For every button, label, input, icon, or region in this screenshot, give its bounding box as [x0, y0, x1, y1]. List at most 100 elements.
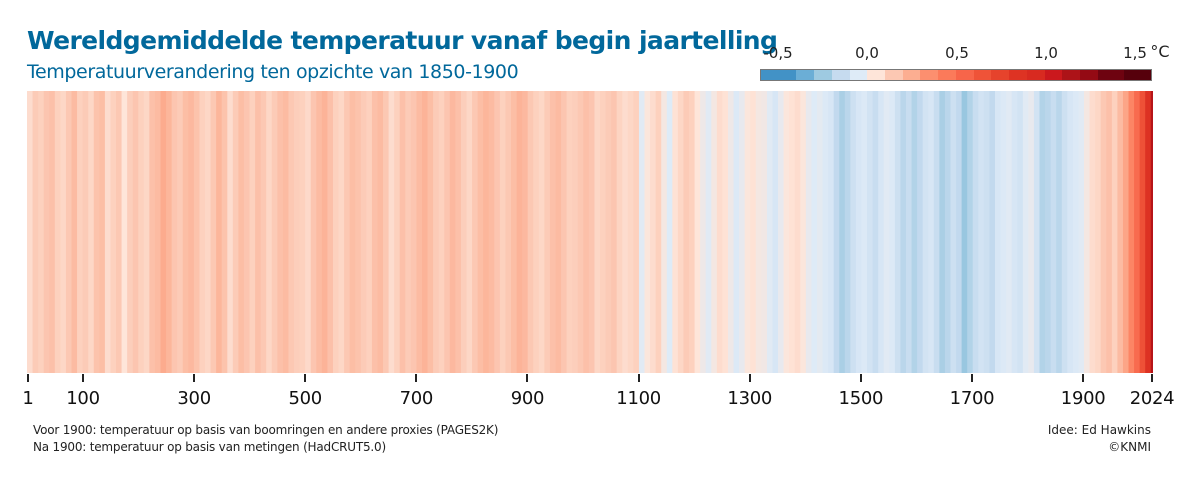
stripe [683, 91, 690, 373]
stripe [549, 91, 556, 373]
stripe [839, 91, 846, 373]
stripe [689, 91, 695, 373]
stripe [855, 91, 862, 373]
legend-label: 1,0 [1034, 44, 1058, 62]
stripe [104, 91, 111, 373]
stripe [255, 91, 262, 373]
stripe [205, 91, 211, 373]
legend-label: 0,0 [855, 44, 879, 62]
stripe [705, 91, 712, 373]
credit-idea: Idee: Ed Hawkins [1047, 423, 1151, 437]
stripe [711, 91, 718, 373]
stripe [455, 91, 462, 373]
stripe [132, 91, 139, 373]
stripe [555, 91, 562, 373]
stripe [1106, 91, 1113, 373]
stripe [472, 91, 479, 373]
stripe [616, 91, 623, 373]
stripe [38, 91, 45, 373]
stripe [1134, 91, 1141, 373]
stripe [605, 91, 612, 373]
stripe [989, 91, 996, 373]
stripe [449, 91, 456, 373]
axis-tick [526, 374, 529, 382]
stripe [71, 91, 78, 373]
credit-knmi: ©KNMI [1108, 440, 1151, 454]
legend-color-bar [760, 69, 1152, 81]
axis-tick [859, 374, 862, 382]
axis-tick-label: 1500 [838, 388, 884, 409]
legend-swatch [973, 70, 992, 80]
stripe [800, 91, 807, 373]
stripe [722, 91, 729, 373]
stripe [82, 91, 89, 373]
stripe [93, 91, 100, 373]
stripe [983, 91, 990, 373]
stripe [327, 91, 334, 373]
stripe [727, 91, 734, 373]
stripe [282, 91, 289, 373]
stripe [416, 91, 423, 373]
stripe [522, 91, 529, 373]
stripe [533, 91, 540, 373]
stripe [805, 91, 812, 373]
stripe [650, 91, 657, 373]
stripe [816, 91, 823, 373]
stripe [972, 91, 979, 373]
stripe [316, 91, 323, 373]
stripe [811, 91, 818, 373]
stripe [961, 91, 968, 373]
stripe [438, 91, 445, 373]
legend-swatch [796, 70, 815, 80]
stripe [1000, 91, 1007, 373]
stripe [1033, 91, 1040, 373]
stripe [1089, 91, 1096, 373]
stripe [1039, 91, 1046, 373]
legend-swatch [814, 70, 832, 80]
stripe [405, 91, 412, 373]
stripe [355, 91, 362, 373]
axis-tick [193, 374, 196, 382]
stripe [433, 91, 440, 373]
source-note-pre-1900: Voor 1900: temperatuur op basis van boom… [33, 423, 499, 437]
legend-swatch [1009, 70, 1027, 80]
stripe [410, 91, 417, 373]
stripe [755, 91, 762, 373]
stripe [789, 91, 796, 373]
stripe [744, 91, 751, 373]
axis-tick-label: 1900 [1060, 388, 1106, 409]
stripe [750, 91, 757, 373]
stripe [483, 91, 490, 373]
stripe [1045, 91, 1052, 373]
legend-swatch [1124, 70, 1151, 80]
stripe [572, 91, 579, 373]
stripe [1095, 91, 1102, 373]
stripe [1056, 91, 1063, 373]
stripe [566, 91, 573, 373]
stripe [371, 91, 378, 373]
stripe [305, 91, 312, 373]
stripe [271, 91, 278, 373]
stripe [216, 91, 223, 373]
stripe [99, 91, 106, 373]
stripe [583, 91, 590, 373]
stripe [1128, 91, 1135, 373]
axis-tick-label: 300 [177, 388, 211, 409]
stripe [1078, 91, 1085, 373]
stripe [1072, 91, 1079, 373]
stripe [360, 91, 367, 373]
legend-label: -0,5 [763, 44, 793, 62]
stripe [600, 91, 606, 373]
stripe [49, 91, 56, 373]
axis-tick-label: 900 [510, 388, 545, 409]
stripe [171, 91, 178, 373]
stripe [238, 91, 245, 373]
stripe [1145, 91, 1152, 373]
axis-tick [1151, 374, 1153, 382]
stripe [928, 91, 935, 373]
stripe [1150, 91, 1153, 373]
stripe [505, 91, 512, 373]
stripe [421, 91, 428, 373]
stripe [249, 91, 256, 373]
stripe [1084, 91, 1090, 373]
